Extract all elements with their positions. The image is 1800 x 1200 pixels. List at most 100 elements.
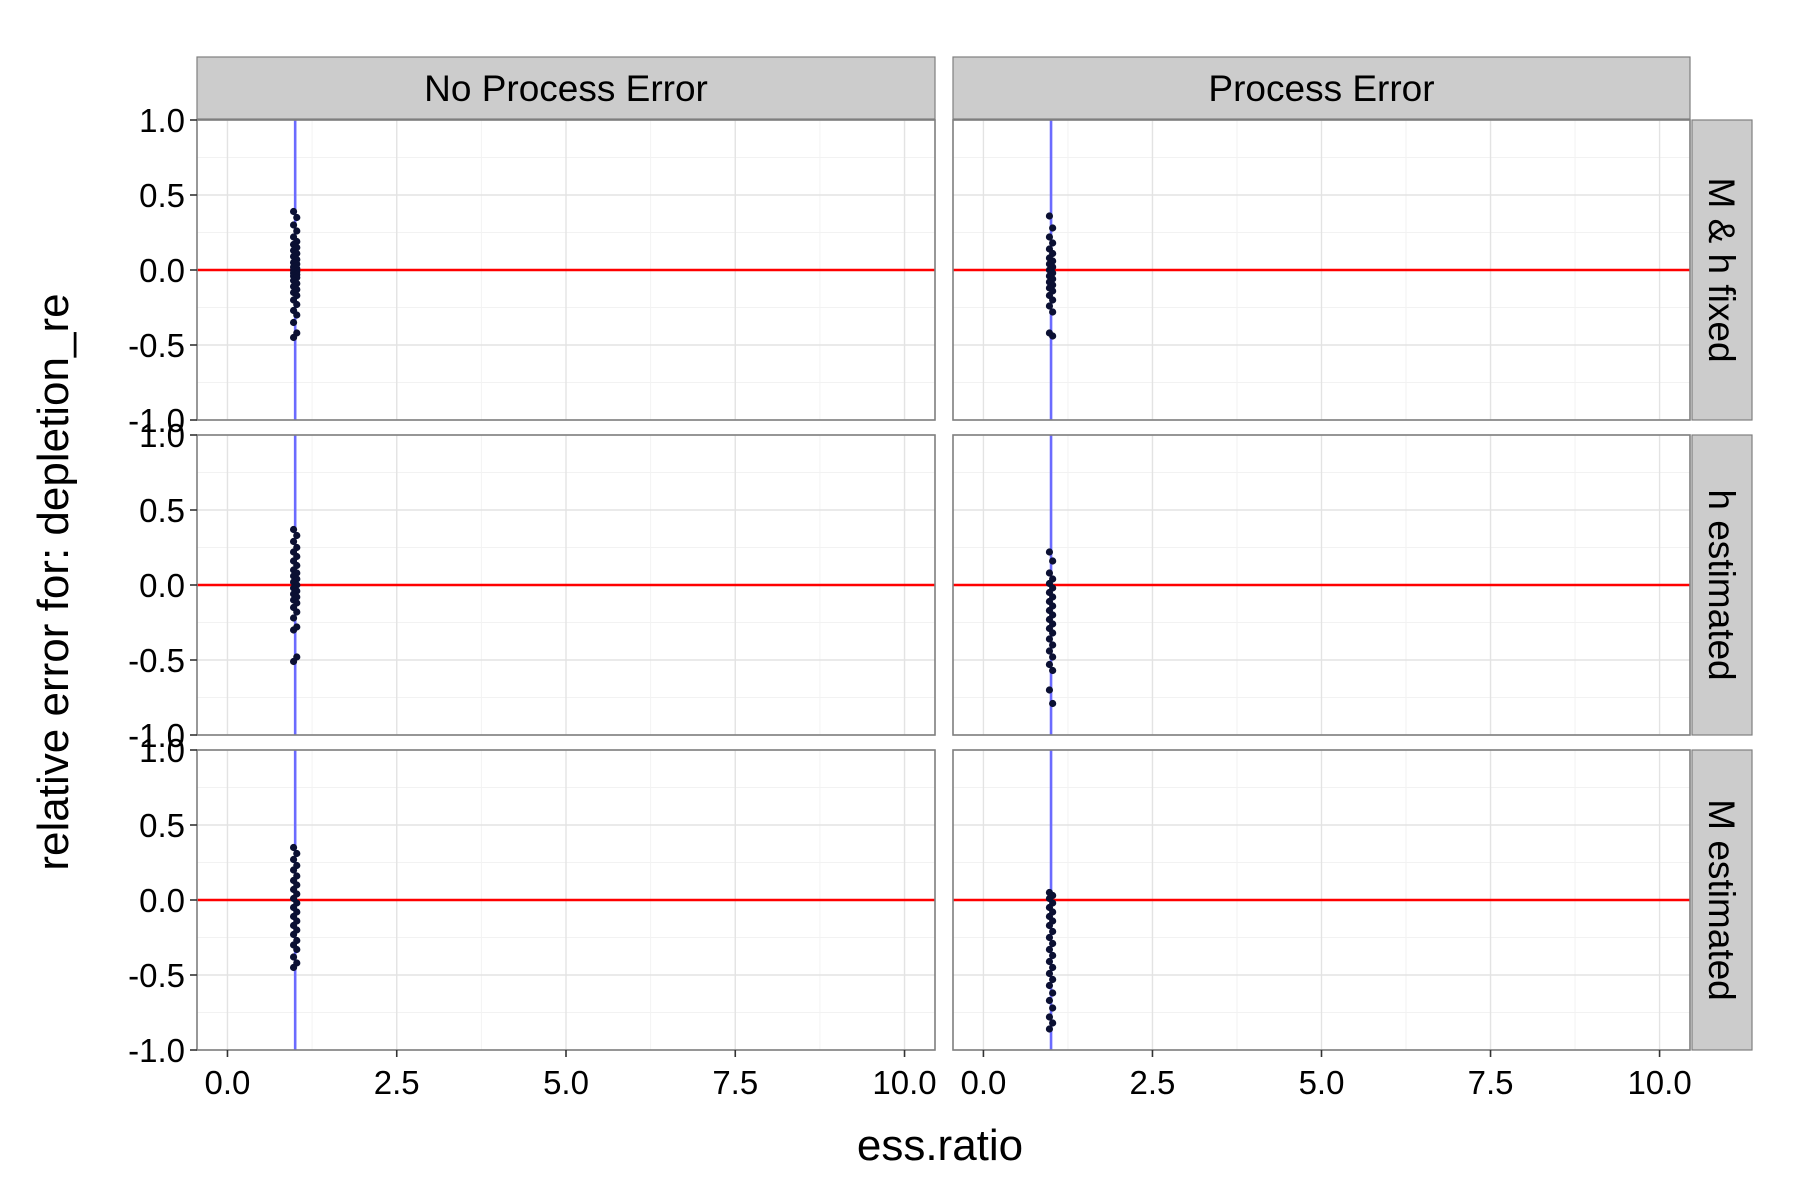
y-tick-label: -0.5 [128,642,185,679]
data-point [1049,653,1057,661]
column-strip-label: No Process Error [424,68,708,109]
data-point [293,849,301,858]
data-point [1049,239,1057,247]
data-point [1049,308,1057,316]
column-strip [952,56,1691,120]
data-point [1045,1013,1054,1021]
y-tick-label: -1.0 [128,402,185,439]
row-strip [1691,119,1753,421]
column-strip [196,56,936,120]
data-point [1049,629,1057,637]
column-strip-label: Process Error [1208,68,1434,109]
x-tick-label: 7.5 [712,1064,758,1101]
data-point [289,626,298,634]
x-tick-label: 0.0 [205,1064,251,1101]
panel-layer [196,119,1691,1051]
data-point [293,945,301,954]
strip-layer: No Process Error Process Error M & h fixed… [196,56,1753,1051]
x-tick-label: 0.0 [960,1064,1006,1101]
data-point [289,930,298,939]
facet-panel [196,749,936,1051]
data-point [293,300,301,309]
data-point [289,657,298,666]
facet-panel [952,434,1691,736]
data-point [1049,1004,1057,1012]
data-point [293,227,301,235]
data-point [1049,951,1057,960]
data-point [1045,686,1054,694]
x-tick-label: 2.5 [374,1064,420,1101]
row-strip-label: M & h fixed [1701,177,1742,362]
data-point [1045,933,1054,942]
row-strip-label: M estimated [1701,799,1742,1001]
y-tick-label: -1.0 [128,717,185,754]
data-point [289,207,298,216]
data-point [289,963,298,972]
data-point [289,855,298,864]
data-point [1049,939,1057,948]
data-point [1045,302,1054,310]
y-tick-label: -0.5 [128,327,185,364]
y-axis-title: relative error for: depletion_re [29,293,78,870]
data-point [289,866,298,874]
data-point [289,614,298,622]
data-point [1045,660,1054,669]
data-point [1045,212,1054,220]
x-tick-label: 2.5 [1130,1064,1176,1101]
y-tick-label: 1.0 [139,102,185,139]
data-point [1045,569,1054,577]
data-point [1045,647,1054,655]
y-tick-label: 0.5 [139,492,185,529]
data-point [1049,927,1057,936]
data-point [1045,1025,1054,1033]
facet-panel [196,119,936,421]
x-tick-label: 7.5 [1468,1064,1514,1101]
data-point [1045,921,1054,930]
data-point [1049,296,1057,304]
x-tick-label: 10.0 [1627,1064,1691,1101]
data-point [1049,963,1057,972]
x-tick-label: 5.0 [1299,1064,1345,1101]
panel-border [952,119,1691,421]
data-point [1045,996,1054,1005]
data-point [1049,641,1057,649]
data-point [1049,332,1057,340]
data-point [293,531,301,540]
axis-layer: -1.0-0.50.00.51.0-1.0-0.50.00.51.0-1.0-0… [128,102,1692,1101]
data-point [289,525,298,534]
y-tick-label: -1.0 [128,1032,185,1069]
data-point [289,318,298,327]
data-point [289,537,298,546]
data-point [293,213,301,222]
data-point [1049,989,1057,997]
data-point [1045,548,1054,556]
data-point [289,221,298,229]
y-tick-label: 0.5 [139,807,185,844]
x-tick-label: 10.0 [872,1064,936,1101]
data-point [1045,969,1054,978]
data-point [1049,666,1057,675]
row-strip [1691,434,1753,736]
data-point [289,333,298,342]
data-point [293,311,301,319]
data-point [1049,975,1057,984]
y-tick-label: 1.0 [139,732,185,769]
data-point [1045,635,1054,643]
y-tick-label: 1.0 [139,417,185,454]
facet-panel [952,119,1691,421]
y-tick-label: 0.0 [139,567,185,604]
data-point [1045,945,1054,954]
data-point [1049,699,1057,708]
data-point [293,608,301,616]
x-axis-title: ess.ratio [857,1121,1023,1170]
data-point [1049,557,1057,565]
y-tick-label: 0.5 [139,177,185,214]
data-point [1049,1019,1057,1027]
data-point [1045,957,1054,966]
y-tick-label: -0.5 [128,957,185,994]
facet-panel [952,749,1691,1051]
row-strip [1691,749,1753,1051]
data-point [1049,224,1057,232]
y-tick-label: 0.0 [139,882,185,919]
